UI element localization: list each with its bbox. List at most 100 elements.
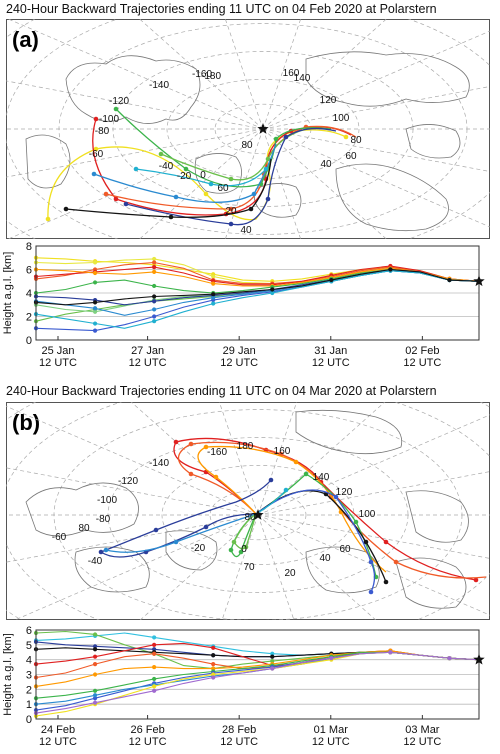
trajectory-point: [173, 539, 179, 545]
trajectory-point: [113, 106, 119, 112]
longitude-label: 160: [274, 446, 291, 457]
x-tick-date-label: 24 Feb: [41, 724, 75, 736]
height-point: [152, 688, 157, 693]
x-tick-date-label: 27 Jan: [131, 345, 164, 357]
longitude-label: 80: [350, 135, 362, 146]
meridian-line: [6, 467, 259, 516]
trajectory-point: [168, 214, 174, 220]
height-point: [211, 295, 216, 300]
panel-b-label: (b): [12, 410, 40, 435]
trajectory-point: [243, 544, 249, 550]
height-point: [152, 294, 157, 299]
height-point: [92, 632, 98, 637]
meridian-line: [257, 414, 490, 516]
coastline: [405, 490, 469, 543]
longitude-label: -160: [192, 69, 212, 80]
height-point: [211, 281, 216, 286]
latitude-circle: [166, 79, 360, 179]
trajectory-line: [65, 158, 272, 218]
polarstern-star-icon: [252, 509, 264, 520]
longitude-label: -80: [95, 126, 110, 137]
meridian-line: [257, 514, 295, 620]
longitude-label: -180: [201, 71, 221, 82]
longitude-label: 40: [320, 159, 332, 170]
trajectory-point: [248, 206, 254, 212]
map-panel-a: (a) -180-160-140-120-100-80-60-40-20 0204…: [6, 19, 490, 239]
meridian-line: [6, 80, 264, 130]
trajectory-point: [283, 134, 289, 140]
trajectory-point: [183, 166, 189, 172]
longitude-labels: -180-160 -140 -120 -100-80 -60 -40-20 0 20 40 60 8…: [89, 68, 362, 217]
x-tick-date-label: 31 Jan: [314, 345, 347, 357]
panel-a-title: 240-Hour Backward Trajectories ending 11…: [6, 2, 437, 16]
height-point: [152, 256, 157, 262]
trajectory-point: [188, 441, 194, 447]
meridian-line: [139, 19, 264, 130]
trajectory-point: [173, 194, 179, 200]
height-series-line: [35, 270, 480, 332]
height-point: [152, 651, 157, 656]
trajectory-point: [228, 206, 234, 212]
meridian-line: [262, 128, 387, 239]
longitude-label: -40: [159, 161, 174, 172]
height-point: [211, 645, 216, 650]
height-point: [92, 654, 98, 659]
coastline: [25, 482, 139, 537]
longitude-label: 20: [284, 568, 296, 579]
polarstern-star-icon: [257, 123, 269, 134]
latitude-circle: [161, 465, 355, 565]
height-point: [92, 260, 98, 265]
longitude-label: -120: [109, 96, 129, 107]
trajectory-point: [343, 134, 349, 140]
longitude-label: -60: [52, 532, 67, 543]
latitude-labels: 80 60 40: [217, 140, 253, 236]
graticule: [6, 19, 490, 239]
longitude-label: 180: [237, 441, 254, 452]
height-point: [92, 700, 98, 705]
trajectory-point: [383, 579, 389, 585]
height-point: [152, 269, 157, 274]
trajectory-point: [283, 487, 289, 493]
trajectory-point: [303, 471, 309, 477]
meridian-line: [262, 19, 387, 130]
longitude-label: -140: [149, 80, 169, 91]
latitude-labels: 80 70: [243, 512, 256, 573]
height-point: [152, 642, 157, 647]
trajectory-point: [333, 494, 339, 500]
coastline: [305, 546, 380, 594]
x-tick-date-label: 03 Mar: [405, 724, 440, 736]
trajectory-point: [208, 181, 214, 187]
height-point: [152, 314, 157, 319]
latitude-label: 80: [241, 140, 253, 151]
y-tick-label: 4: [26, 655, 32, 667]
trajectory-point: [363, 539, 369, 545]
height-point: [152, 664, 157, 670]
trajectory-point: [203, 191, 209, 197]
trajectory-point: [231, 539, 237, 545]
longitude-label: 80: [78, 523, 90, 534]
height-point: [211, 274, 216, 279]
trajectory-point: [158, 151, 164, 157]
longitude-label: 0: [200, 170, 206, 181]
trajectory-point: [188, 471, 194, 477]
height-point: [388, 267, 393, 272]
height-point: [152, 684, 157, 689]
x-tick-time-label: 12 UTC: [129, 736, 167, 748]
longitude-label: -20: [191, 543, 206, 554]
meridian-line: [224, 19, 264, 130]
y-axis-label: Height a.g.l. [km]: [2, 633, 14, 716]
longitude-label: 120: [320, 95, 337, 106]
trajectory-point: [273, 136, 279, 142]
height-point: [329, 656, 334, 661]
trajectory-line: [115, 108, 332, 188]
x-tick-time-label: 12 UTC: [403, 357, 441, 369]
latitude-label: 40: [240, 225, 252, 236]
trajectory-point: [45, 216, 51, 222]
trajectory-point: [368, 589, 374, 595]
height-series-line: [35, 267, 480, 287]
height-point: [270, 659, 275, 664]
height-point: [329, 277, 334, 283]
longitude-label: -160: [207, 447, 227, 458]
trajectory-line: [160, 128, 307, 181]
height-point: [152, 307, 157, 312]
